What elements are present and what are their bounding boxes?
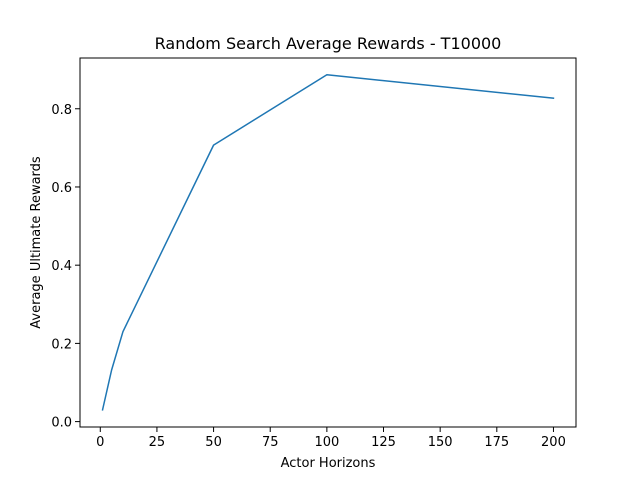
x-axis-label: Actor Horizons bbox=[281, 456, 376, 471]
series-line bbox=[101, 73, 555, 411]
y-tick-label: 0.8 bbox=[51, 103, 72, 118]
y-tick-label: 0.4 bbox=[51, 259, 72, 274]
x-tick-label: 175 bbox=[484, 435, 509, 450]
y-tick-label: 0.6 bbox=[51, 181, 72, 196]
x-axis-ticks: 0 25 50 75 100 125 150 175 200 bbox=[96, 427, 566, 450]
series-layer bbox=[101, 73, 555, 411]
x-tick-label: 200 bbox=[541, 435, 566, 450]
x-tick-label: 125 bbox=[371, 435, 396, 450]
x-tick-label: 0 bbox=[96, 435, 104, 450]
y-axis-label: Average Ultimate Rewards bbox=[29, 156, 44, 329]
y-tick-label: 0.0 bbox=[51, 416, 72, 431]
x-tick-label: 50 bbox=[205, 435, 222, 450]
plot-area-background bbox=[80, 58, 576, 427]
chart-title: Random Search Average Rewards - T10000 bbox=[155, 34, 502, 53]
x-tick-label: 100 bbox=[314, 435, 339, 450]
x-tick-label: 25 bbox=[149, 435, 166, 450]
plot-area-frame bbox=[79, 57, 577, 428]
y-tick-label: 0.2 bbox=[51, 337, 72, 352]
x-tick-label: 75 bbox=[262, 435, 279, 450]
y-axis-ticks: 0.0 0.2 0.4 0.6 0.8 bbox=[51, 103, 80, 431]
x-tick-label: 150 bbox=[428, 435, 453, 450]
